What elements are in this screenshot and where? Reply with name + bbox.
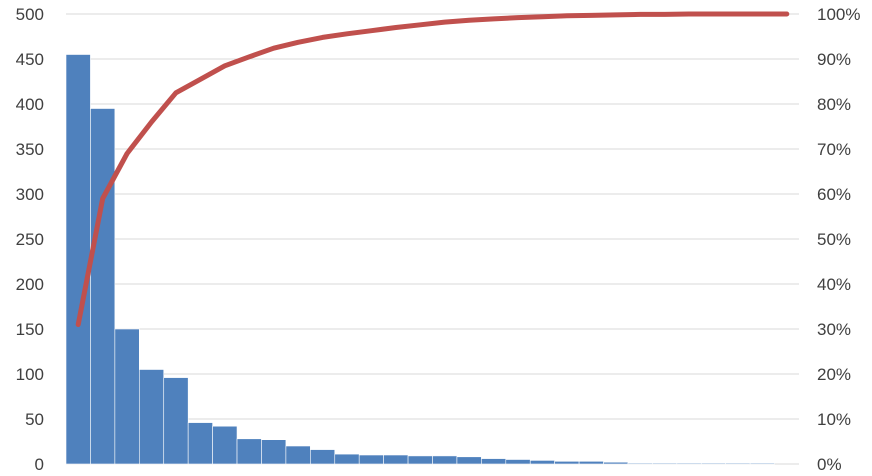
bar — [310, 449, 336, 465]
y-tick-label: 450 — [16, 50, 44, 69]
bar — [676, 462, 702, 465]
bar — [285, 445, 311, 465]
y2-tick-label: 100% — [817, 5, 860, 24]
bar — [358, 454, 384, 465]
bar — [749, 462, 775, 465]
y2-tick-label: 80% — [817, 95, 851, 114]
bar — [236, 438, 262, 465]
bar — [481, 458, 507, 465]
bar — [407, 455, 433, 465]
bar — [383, 454, 409, 465]
secondary-y-axis-ticks: 0% 10% 20% 30% 40% 50% 60% 70% 80% 90% 100% — [817, 5, 860, 474]
bars — [65, 54, 775, 465]
y-tick-label: 500 — [16, 5, 44, 24]
y2-tick-label: 10% — [817, 410, 851, 429]
y2-tick-label: 20% — [817, 365, 851, 384]
bar — [603, 461, 629, 465]
cumulative-percentage-line — [75, 11, 790, 327]
y2-tick-label: 90% — [817, 50, 851, 69]
bar — [261, 439, 287, 465]
bar — [65, 54, 91, 465]
bar — [456, 456, 482, 465]
y-tick-label: 0 — [35, 455, 44, 474]
bar — [163, 377, 189, 465]
bar — [627, 462, 653, 465]
bar — [554, 460, 580, 465]
y-tick-label: 350 — [16, 140, 44, 159]
y2-tick-label: 50% — [817, 230, 851, 249]
y-tick-label: 50 — [25, 410, 44, 429]
y-tick-label: 400 — [16, 95, 44, 114]
y-tick-label: 200 — [16, 275, 44, 294]
y-tick-label: 300 — [16, 185, 44, 204]
bar — [139, 369, 165, 465]
y-tick-label: 100 — [16, 365, 44, 384]
y-axis-ticks: 0 50 100 150 200 250 300 350 400 450 500 — [16, 5, 44, 474]
cumulative-line-layer — [75, 11, 790, 327]
bar — [187, 422, 213, 465]
y2-tick-label: 40% — [817, 275, 851, 294]
bar — [114, 328, 140, 465]
bar — [212, 425, 238, 465]
bar — [725, 462, 751, 465]
bar — [529, 460, 555, 465]
y2-tick-label: 60% — [817, 185, 851, 204]
bar — [432, 455, 458, 465]
bar — [505, 459, 531, 465]
y2-tick-label: 0% — [817, 455, 842, 474]
bar — [578, 460, 604, 465]
bar — [700, 462, 726, 465]
bar — [334, 453, 360, 465]
bar — [652, 462, 678, 465]
y2-tick-label: 30% — [817, 320, 851, 339]
y-tick-label: 150 — [16, 320, 44, 339]
bar — [90, 108, 116, 465]
y-tick-label: 250 — [16, 230, 44, 249]
y2-tick-label: 70% — [817, 140, 851, 159]
